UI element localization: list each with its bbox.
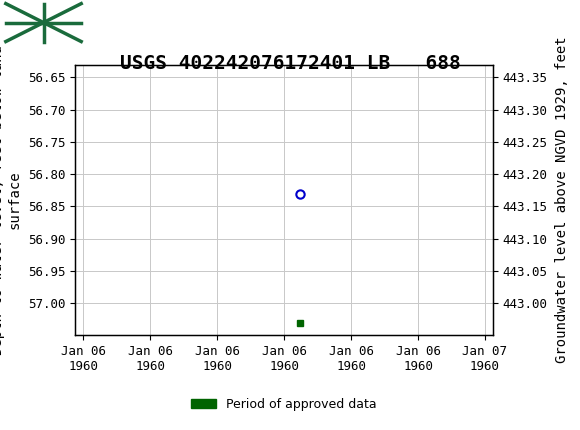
Legend: Period of approved data: Period of approved data [186, 393, 382, 416]
Y-axis label: Groundwater level above NGVD 1929, feet: Groundwater level above NGVD 1929, feet [554, 37, 568, 363]
Y-axis label: Depth to water level, feet below land
surface: Depth to water level, feet below land su… [0, 45, 21, 355]
FancyBboxPatch shape [6, 3, 81, 42]
Text: USGS: USGS [90, 11, 150, 34]
Text: USGS 402242076172401 LB   688: USGS 402242076172401 LB 688 [119, 54, 461, 73]
